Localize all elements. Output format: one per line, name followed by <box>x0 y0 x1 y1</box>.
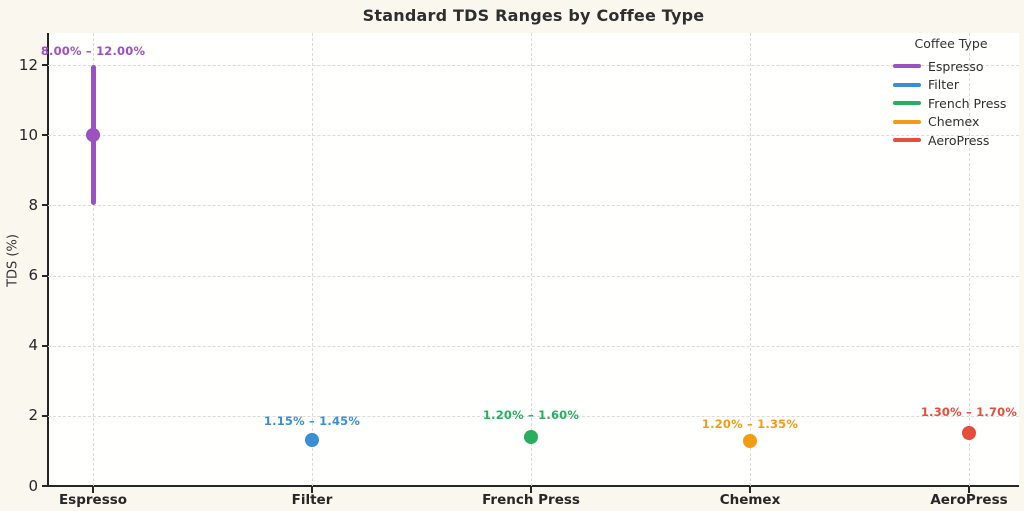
legend-item-label: French Press <box>928 95 1007 111</box>
range-annotation-french-press: 1.20% – 1.60% <box>482 408 580 423</box>
gridline-vertical <box>531 33 532 486</box>
legend-swatch-icon <box>893 119 921 124</box>
x-tick <box>968 487 970 493</box>
legend-title: Coffee Type <box>914 36 988 51</box>
y-axis-label: TDS (%) <box>5 234 21 287</box>
y-tick-label: 0 <box>28 476 38 495</box>
y-tick <box>42 414 48 417</box>
data-point-marker-filter <box>305 433 319 448</box>
y-tick-label: 6 <box>28 266 38 284</box>
chart-title: Standard TDS Ranges by Coffee Type <box>362 6 705 25</box>
x-tick <box>530 487 532 493</box>
gridline-horizontal <box>48 205 1019 207</box>
gridline-vertical <box>969 33 970 486</box>
y-tick-label: 12 <box>18 55 38 74</box>
legend-item-label: Filter <box>928 77 959 93</box>
legend: Coffee Type Espresso Filter French Press Ch… <box>885 36 1017 150</box>
data-point-marker-french-press <box>524 429 538 444</box>
legend-item-filter: Filter <box>885 76 1017 95</box>
gridline-vertical <box>750 33 751 486</box>
y-tick-label: 2 <box>28 406 38 425</box>
y-tick-label: 8 <box>28 195 38 214</box>
y-tick <box>42 64 48 66</box>
gridline-horizontal <box>48 275 1019 277</box>
legend-item-label: Chemex <box>928 114 980 130</box>
gridline-horizontal <box>48 65 1019 66</box>
range-annotation-filter: 1.15% – 1.45% <box>263 413 361 428</box>
x-tick-label: Filter <box>291 492 333 508</box>
x-axis-spine <box>47 485 1019 487</box>
x-tick-label: AeroPress <box>930 492 1008 508</box>
y-tick-label: 4 <box>28 336 38 355</box>
legend-item-label: AeroPress <box>928 132 990 148</box>
x-tick <box>92 487 94 493</box>
legend-item-chemex: Chemex <box>885 113 1017 132</box>
legend-item-label: Espresso <box>928 58 984 74</box>
legend-swatch-icon <box>893 101 921 106</box>
legend-item-french-press: French Press <box>885 94 1017 113</box>
range-annotation-aeropress: 1.30% – 1.70% <box>920 404 1018 419</box>
data-point-marker-chemex <box>743 434 757 449</box>
x-tick <box>311 487 313 493</box>
gridline-vertical <box>93 33 94 486</box>
x-tick-label: French Press <box>482 492 580 508</box>
data-point-marker-espresso <box>86 128 100 143</box>
legend-item-aeropress: AeroPress <box>885 131 1017 150</box>
data-point-marker-aeropress <box>962 426 976 441</box>
gridline-horizontal <box>48 415 1019 417</box>
x-tick-label: Espresso <box>58 492 128 508</box>
y-tick-label: 10 <box>18 125 38 144</box>
y-tick <box>42 204 48 207</box>
gridline-vertical <box>312 33 313 486</box>
range-annotation-espresso: 8.00% – 12.00% <box>40 43 146 58</box>
x-tick-label: Chemex <box>719 492 781 508</box>
y-tick <box>42 485 48 487</box>
legend-item-espresso: Espresso <box>885 57 1017 76</box>
legend-swatch-icon <box>893 138 921 143</box>
y-tick <box>42 274 48 277</box>
legend-swatch-icon <box>893 64 921 69</box>
legend-swatch-icon <box>893 82 921 87</box>
gridline-horizontal <box>48 345 1019 347</box>
y-axis-spine <box>47 33 49 487</box>
y-tick <box>42 344 48 347</box>
x-tick <box>749 487 751 493</box>
y-tick <box>42 134 48 137</box>
range-annotation-chemex: 1.20% – 1.35% <box>701 417 799 432</box>
plot-area <box>48 33 1019 486</box>
gridline-horizontal <box>48 135 1019 137</box>
